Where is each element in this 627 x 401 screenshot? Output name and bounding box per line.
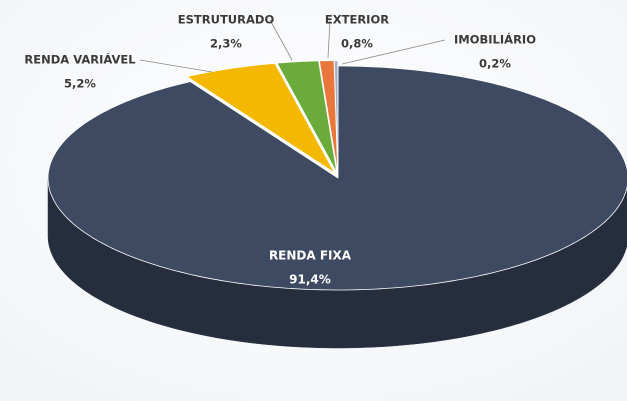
value-label: 0,8% — [341, 37, 373, 51]
leader-line — [341, 39, 446, 65]
slice-label: ESTRUTURADO — [178, 13, 275, 27]
value-label: 0,2% — [479, 57, 511, 71]
leader-line — [269, 19, 293, 61]
value-label: 5,2% — [64, 77, 96, 91]
leader-line — [327, 19, 331, 59]
leader-line — [139, 59, 213, 73]
slice — [47, 65, 627, 291]
slice-label: EXTERIOR — [325, 13, 389, 27]
slice — [333, 60, 339, 173]
slice — [186, 63, 336, 174]
slice — [276, 60, 338, 173]
value-label: 91,4% — [289, 273, 331, 287]
slice-label: IMOBILIÁRIO — [454, 32, 536, 47]
slice-label: RENDA FIXA — [269, 249, 352, 263]
slice-label: RENDA VARIÁVEL — [24, 52, 136, 67]
value-label: 2,3% — [210, 37, 242, 51]
